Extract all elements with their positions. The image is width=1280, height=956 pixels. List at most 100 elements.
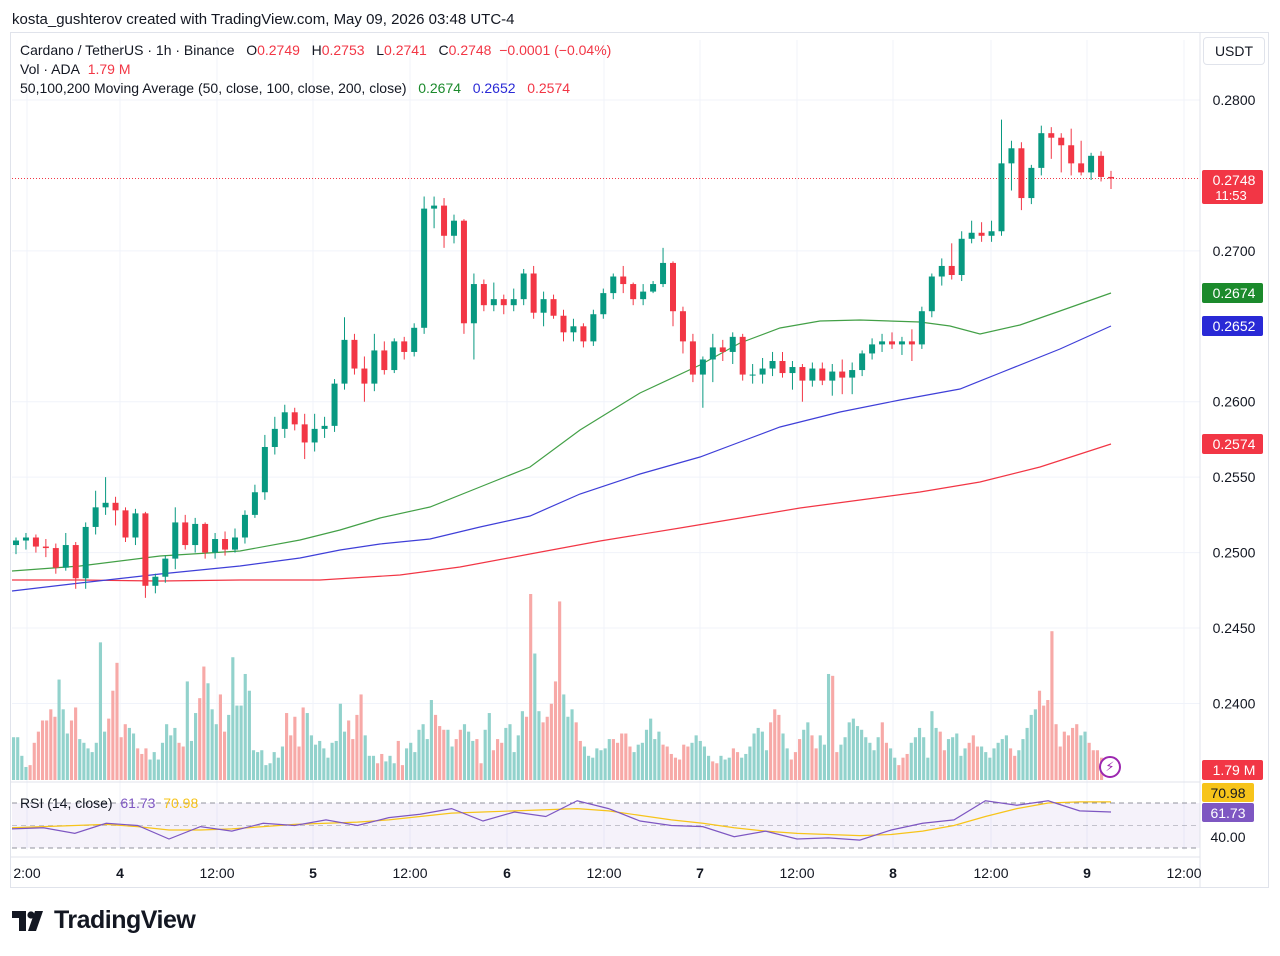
candle-body bbox=[421, 208, 428, 328]
volume-bar bbox=[760, 731, 764, 780]
volume-bar bbox=[599, 750, 603, 780]
candle-body bbox=[560, 315, 567, 333]
volume-bar bbox=[706, 755, 711, 780]
volume-bar bbox=[723, 759, 727, 780]
volume-bar bbox=[835, 752, 839, 780]
volume-bar bbox=[169, 735, 173, 780]
volume-bar bbox=[388, 755, 392, 780]
volume-bar bbox=[280, 746, 285, 780]
chart-frame[interactable] bbox=[10, 32, 1269, 888]
candle-body bbox=[291, 412, 298, 425]
open-value: 0.2749 bbox=[257, 42, 300, 58]
volume-bar bbox=[1054, 724, 1058, 780]
volume-bar bbox=[450, 746, 454, 780]
volume-bar bbox=[578, 740, 582, 780]
volume-bar bbox=[1004, 735, 1008, 780]
volume-bar bbox=[694, 735, 698, 780]
candle-body bbox=[172, 522, 179, 559]
volume-bar bbox=[231, 657, 235, 780]
time-axis: 2:00 4 12:00 5 12:00 6 12:00 7 12:00 8 12:00 9 12:00 bbox=[10, 856, 1202, 881]
candle-body bbox=[102, 502, 109, 508]
ma100-axis-label-box bbox=[1202, 316, 1263, 336]
candle-body bbox=[122, 510, 129, 538]
time-tick: 4 bbox=[116, 865, 124, 881]
candle-body bbox=[550, 299, 557, 316]
volume-bar bbox=[384, 761, 388, 780]
volume-bar bbox=[719, 755, 723, 780]
candle-body bbox=[938, 265, 945, 277]
volume-bar bbox=[131, 733, 136, 780]
volume-bar bbox=[160, 742, 165, 780]
volume-bar bbox=[1013, 755, 1017, 780]
volume-bar bbox=[897, 765, 901, 780]
volume-bar bbox=[715, 763, 719, 780]
time-tick: 7 bbox=[696, 865, 704, 881]
volume-bar bbox=[86, 748, 90, 780]
rsi-axis-label: 61.73 bbox=[1210, 805, 1245, 821]
volume-bar bbox=[818, 735, 822, 780]
volume-bar bbox=[119, 737, 123, 780]
volume-bar bbox=[1017, 750, 1021, 780]
lightning-icon[interactable]: ⚡ bbox=[1099, 756, 1121, 778]
candle-body bbox=[261, 446, 268, 493]
volume-bar bbox=[90, 752, 94, 780]
last-price-label: 0.2748 bbox=[1213, 172, 1256, 188]
volume-bar bbox=[938, 731, 942, 780]
volume-bar bbox=[917, 727, 922, 780]
ma-label: 50,100,200 Moving Average (50, close, 10… bbox=[20, 80, 407, 96]
candle-body bbox=[809, 368, 816, 381]
candle-body bbox=[411, 327, 418, 352]
candle-body bbox=[799, 367, 806, 381]
volume-bar bbox=[690, 742, 694, 780]
volume-bar bbox=[1095, 750, 1099, 780]
volume-bar bbox=[756, 727, 760, 780]
volume-bar bbox=[512, 752, 516, 780]
volume-bar bbox=[657, 731, 661, 780]
candle-body bbox=[1018, 148, 1025, 199]
volume-bar bbox=[189, 740, 194, 780]
candle-body bbox=[162, 558, 169, 577]
volume-bar bbox=[446, 729, 450, 780]
volume-bar bbox=[1021, 739, 1025, 780]
volume-bar bbox=[74, 707, 78, 780]
candle-body bbox=[112, 502, 119, 511]
volume-bar bbox=[111, 690, 115, 780]
candle-body bbox=[1048, 133, 1055, 138]
volume-bar bbox=[458, 729, 462, 780]
volume-bar bbox=[28, 765, 32, 780]
volume-bar bbox=[893, 757, 897, 780]
volume-bar bbox=[467, 731, 471, 780]
candle-body bbox=[152, 576, 159, 586]
volume-bar bbox=[587, 755, 591, 780]
price-tick: 0.2450 bbox=[1213, 620, 1256, 636]
time-tick: 12:00 bbox=[973, 865, 1008, 881]
volume-bar bbox=[798, 739, 802, 780]
volume-bar bbox=[421, 724, 425, 780]
currency-button[interactable]: USDT bbox=[1203, 37, 1265, 65]
rsi-line bbox=[11, 800, 1112, 841]
volume-bar bbox=[322, 748, 326, 780]
volume-bar bbox=[984, 752, 988, 780]
volume-bar bbox=[165, 724, 169, 780]
volume-bar bbox=[624, 733, 628, 780]
high-value: 0.2753 bbox=[321, 42, 365, 58]
volume-bar bbox=[433, 714, 438, 780]
volume-bar bbox=[909, 742, 913, 780]
volume-bar bbox=[57, 679, 61, 780]
volume-bar bbox=[123, 724, 127, 780]
candle-body bbox=[132, 513, 139, 538]
time-tick: 12:00 bbox=[586, 865, 621, 881]
volume-bar bbox=[202, 666, 206, 780]
volume-bar bbox=[1050, 631, 1054, 780]
candle-body bbox=[789, 367, 796, 374]
volume-bar bbox=[640, 742, 644, 780]
time-tick: 9 bbox=[1083, 865, 1091, 881]
volume-bar bbox=[864, 737, 868, 780]
volume-bar bbox=[78, 739, 82, 780]
candle-body bbox=[401, 341, 408, 352]
candle-body bbox=[650, 284, 657, 292]
volume-bar bbox=[462, 724, 467, 780]
volume-bar bbox=[313, 744, 318, 780]
volume-bar bbox=[744, 753, 748, 780]
